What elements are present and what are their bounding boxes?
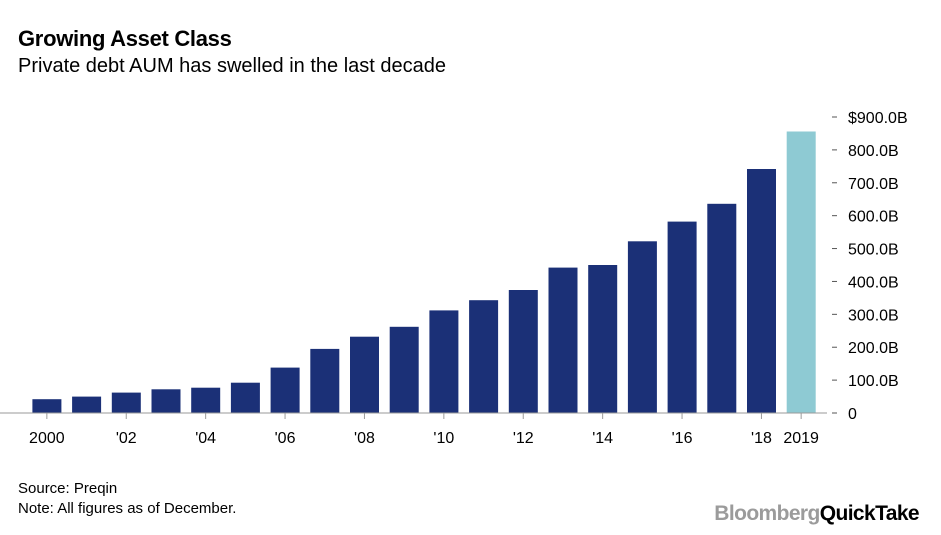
x-tick-label-2004: '04 xyxy=(195,430,216,447)
y-tick-label-500: 500.0B xyxy=(848,242,899,259)
figures-note: Note: All figures as of December. xyxy=(18,500,237,517)
bar-2016 xyxy=(667,221,697,413)
y-tick-label-600: 600.0B xyxy=(848,209,899,226)
bar-chart: 2000 '02 '04 '06 '08 '10 '12 '14 '16 '18 2019 $900.… xyxy=(0,110,908,447)
source-note: Source: Preqin xyxy=(18,480,118,497)
x-tick-label-2014: '14 xyxy=(592,430,613,447)
x-tick-label-2008: '08 xyxy=(354,430,375,447)
x-tick-label-2006: '06 xyxy=(275,430,296,447)
bar-2005 xyxy=(230,382,260,413)
bar-2017 xyxy=(707,203,737,413)
y-tick-label-800: 800.0B xyxy=(848,143,899,160)
y-tick-label-400: 400.0B xyxy=(848,274,899,291)
bar-2000 xyxy=(32,399,62,413)
bar-2001 xyxy=(72,396,102,413)
x-tick-label-2010: '10 xyxy=(433,430,454,447)
y-tick-label-0: 0 xyxy=(848,406,857,423)
bar-2011 xyxy=(469,300,499,413)
y-tick-label-200: 200.0B xyxy=(848,340,899,357)
brand-bloomberg: Bloomberg xyxy=(714,502,820,525)
x-tick-label-2002: '02 xyxy=(116,430,137,447)
y-tick-label-900: $900.0B xyxy=(848,110,908,127)
brand-quicktake: QuickTake xyxy=(819,502,920,525)
y-tick-label-100: 100.0B xyxy=(848,373,899,390)
bar-2002 xyxy=(111,392,141,413)
bar-2014 xyxy=(588,265,618,413)
x-tick-label-2016: '16 xyxy=(672,430,693,447)
bloomberg-quicktake-logo: BloombergQuickTake xyxy=(714,502,919,526)
y-tick-label-700: 700.0B xyxy=(848,176,899,193)
x-tick-label-2019: 2019 xyxy=(783,430,819,447)
bar-2006 xyxy=(270,367,300,413)
bar-2003 xyxy=(151,389,181,413)
bar-2004 xyxy=(191,387,221,413)
bar-2013 xyxy=(548,267,578,413)
bar-2012 xyxy=(508,290,538,413)
y-tick-label-300: 300.0B xyxy=(848,307,899,324)
bar-2007 xyxy=(310,348,340,413)
bar-2019 xyxy=(786,131,816,413)
bar-2010 xyxy=(429,310,459,413)
chart-subtitle: Private debt AUM has swelled in the last… xyxy=(18,55,447,77)
bar-2018 xyxy=(747,169,776,413)
chart-title: Growing Asset Class xyxy=(18,26,232,51)
x-tick-label-2012: '12 xyxy=(513,430,534,447)
bar-2015 xyxy=(627,241,657,413)
x-tick-label-2018: '18 xyxy=(751,430,772,447)
x-tick-label-2000: 2000 xyxy=(29,430,65,447)
bar-2008 xyxy=(350,336,379,413)
bar-2009 xyxy=(389,326,419,413)
